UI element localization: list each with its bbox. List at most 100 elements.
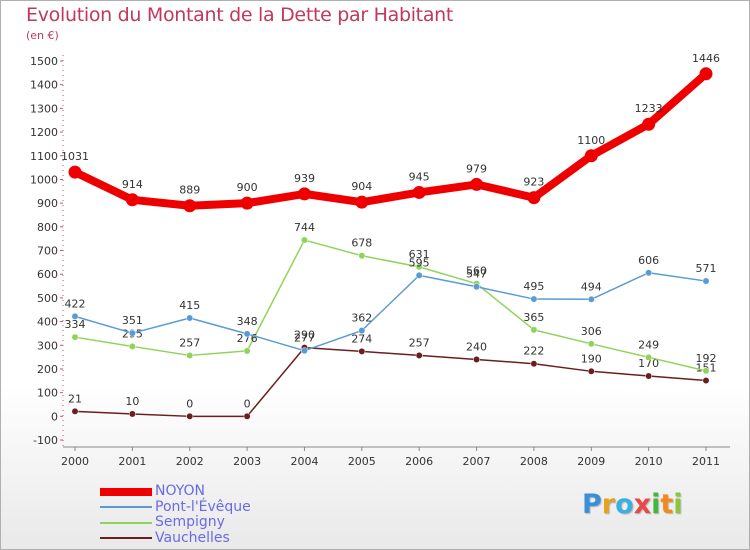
data-point xyxy=(358,327,366,335)
data-label: 571 xyxy=(696,262,717,275)
data-point xyxy=(415,271,423,279)
data-label: 257 xyxy=(179,336,200,349)
data-point xyxy=(186,412,194,420)
data-point xyxy=(355,195,369,209)
data-point xyxy=(128,329,136,337)
logo-letter: o xyxy=(615,489,634,520)
series-line-sempigny xyxy=(74,239,707,372)
data-label: 277 xyxy=(294,332,315,345)
legend-label-pont-l-eveque: Pont-l'Évêque xyxy=(155,498,251,515)
data-label: 334 xyxy=(65,318,86,331)
data-point xyxy=(699,67,713,81)
y-tick-label: -100 xyxy=(33,434,58,447)
data-label: 904 xyxy=(351,180,372,193)
data-label: 290 xyxy=(294,329,315,342)
data-label: 274 xyxy=(351,332,372,345)
data-label: 889 xyxy=(179,184,200,197)
data-label: 348 xyxy=(237,315,258,328)
y-tick-label: 0 xyxy=(51,410,58,423)
logo-letter: t xyxy=(660,489,674,520)
data-label: 979 xyxy=(466,162,487,175)
legend-item-noyon: NOYON xyxy=(100,484,251,500)
data-label: 1100 xyxy=(577,134,605,147)
y-tick-label: 1200 xyxy=(30,126,58,139)
y-tick-label: 100 xyxy=(37,387,58,400)
x-tick-label: 2010 xyxy=(635,455,663,468)
legend-label-sempigny: Sempigny xyxy=(155,514,225,531)
data-label: 257 xyxy=(409,336,430,349)
data-label: 495 xyxy=(523,280,544,293)
data-label: 362 xyxy=(351,312,372,325)
data-label: 192 xyxy=(696,352,717,365)
data-point xyxy=(702,367,710,375)
data-point xyxy=(645,372,653,380)
y-tick-label: 900 xyxy=(37,197,58,210)
data-label: 1031 xyxy=(61,150,89,163)
data-point xyxy=(71,407,79,415)
data-label: 606 xyxy=(638,254,659,267)
legend-swatch-sempigny xyxy=(100,521,152,524)
data-label: 945 xyxy=(409,170,430,183)
series-line-pont-l-v-que xyxy=(74,272,707,352)
x-tick-label: 2006 xyxy=(405,455,433,468)
y-tick-label: 600 xyxy=(37,268,58,281)
data-point xyxy=(702,277,710,285)
data-point xyxy=(587,340,595,348)
legend-label-vauchelles: Vauchelles xyxy=(155,529,230,546)
legend-item-sempigny: Sempigny xyxy=(100,515,251,531)
data-label: 21 xyxy=(68,392,82,405)
x-tick-label: 2008 xyxy=(520,455,548,468)
data-point xyxy=(128,342,136,350)
legend-swatch-pont-l-eveque xyxy=(100,506,152,509)
data-point xyxy=(183,199,197,213)
data-point xyxy=(358,252,366,260)
legend-swatch-noyon xyxy=(100,487,152,496)
y-tick-label: 500 xyxy=(37,292,58,305)
data-label: 222 xyxy=(523,345,544,358)
data-point xyxy=(243,330,251,338)
data-point xyxy=(527,191,541,205)
data-point xyxy=(642,117,656,131)
data-point xyxy=(186,351,194,359)
data-label: 547 xyxy=(466,268,487,281)
data-label: 914 xyxy=(122,178,143,191)
x-tick-label: 2002 xyxy=(176,455,204,468)
data-point xyxy=(530,360,538,368)
data-point xyxy=(358,347,366,355)
data-point xyxy=(71,333,79,341)
data-label: 923 xyxy=(523,176,544,189)
data-point xyxy=(297,187,311,201)
legend-swatch-vauchelles xyxy=(100,537,152,540)
data-label: 744 xyxy=(294,221,315,234)
data-point xyxy=(415,351,423,359)
data-label: 900 xyxy=(237,181,258,194)
logo-letter: P xyxy=(582,489,602,520)
series-line-noyon xyxy=(71,69,710,210)
x-tick-label: 2007 xyxy=(463,455,491,468)
y-tick-label: 700 xyxy=(37,245,58,258)
data-point xyxy=(186,314,194,322)
data-point xyxy=(243,412,251,420)
data-label: 494 xyxy=(581,280,602,293)
data-point xyxy=(584,149,598,163)
data-label: 595 xyxy=(409,256,430,269)
proxiti-logo: Proxiti xyxy=(582,489,683,520)
data-point xyxy=(125,193,139,207)
legend-item-pont-l-eveque: Pont-l'Évêque xyxy=(100,498,251,516)
data-label: 240 xyxy=(466,340,487,353)
data-point xyxy=(645,269,653,277)
data-label: 1446 xyxy=(692,52,720,65)
data-label: 560 xyxy=(466,265,487,278)
data-point xyxy=(645,353,653,361)
data-point xyxy=(473,283,480,291)
data-label: 306 xyxy=(581,325,602,338)
data-point xyxy=(243,347,251,355)
data-label: 10 xyxy=(125,395,139,408)
legend: NOYON Pont-l'Évêque Sempigny Vauchelles xyxy=(100,484,251,546)
x-tick-label: 2011 xyxy=(692,455,720,468)
data-point xyxy=(530,326,538,334)
data-point xyxy=(415,263,423,271)
series-line-vauchelles xyxy=(74,346,707,418)
data-point xyxy=(587,367,595,375)
